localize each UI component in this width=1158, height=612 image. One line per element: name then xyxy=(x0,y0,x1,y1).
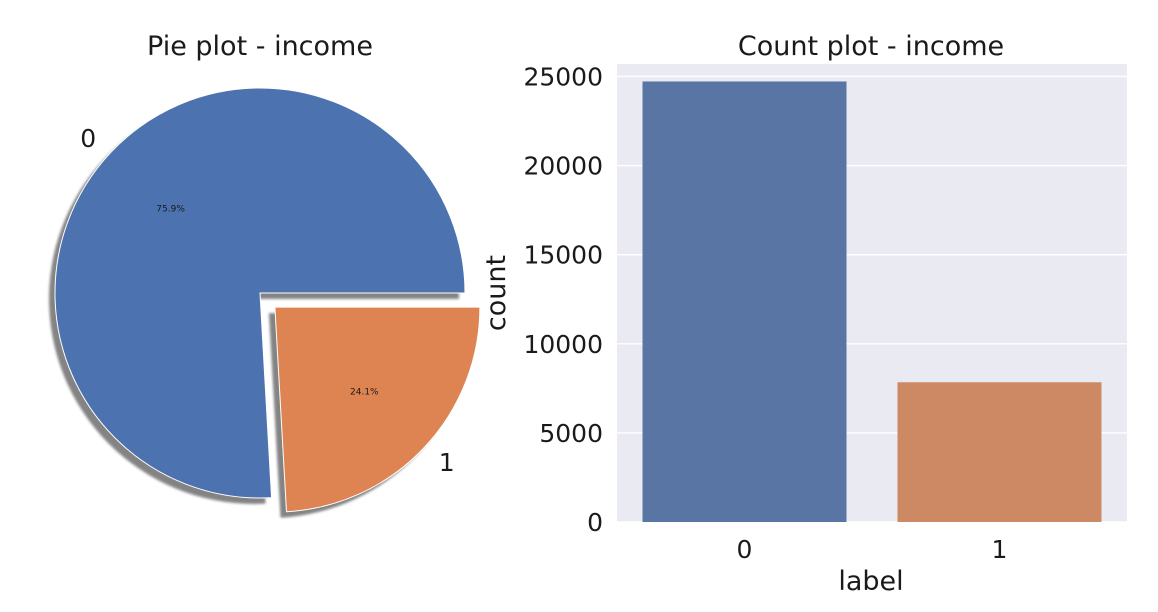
count-y-tick-label-20000: 20000 xyxy=(523,152,603,181)
pie-category-label-0: 0 xyxy=(80,124,96,153)
pie-category-label-1: 1 xyxy=(439,448,455,477)
count-bars xyxy=(642,81,1102,522)
count-y-tick-labels: 0 5000 10000 15000 20000 25000 xyxy=(523,62,603,537)
pie-slice-0 xyxy=(54,87,466,499)
count-y-tick-label-0: 0 xyxy=(587,508,603,537)
count-chart: Count plot - income 0 5000 10000 15000 20000… xyxy=(481,31,1127,597)
pie-chart: Pie plot - income 0 75.9% 1 24.1% xyxy=(48,31,481,518)
count-bar-0 xyxy=(642,81,847,522)
pie-slices xyxy=(54,87,481,513)
count-y-tick-label-15000: 15000 xyxy=(523,241,603,270)
count-y-tick-label-5000: 5000 xyxy=(539,419,603,448)
count-x-axis-label: label xyxy=(838,566,903,597)
pie-title: Pie plot - income xyxy=(147,31,373,62)
pie-slice-1 xyxy=(274,306,481,513)
count-y-tick-label-10000: 10000 xyxy=(523,330,603,359)
count-title: Count plot - income xyxy=(738,31,1004,62)
pie-percent-label-0: 75.9% xyxy=(156,205,185,215)
count-x-tick-label-1: 1 xyxy=(992,535,1008,564)
pie-percent-label-1: 24.1% xyxy=(350,388,379,398)
count-bar-1 xyxy=(897,382,1102,522)
count-y-tick-label-25000: 25000 xyxy=(523,62,603,91)
count-x-tick-label-0: 0 xyxy=(737,535,753,564)
count-y-axis-label: count xyxy=(481,255,512,331)
pie-labels: 0 75.9% 1 24.1% xyxy=(80,124,455,477)
